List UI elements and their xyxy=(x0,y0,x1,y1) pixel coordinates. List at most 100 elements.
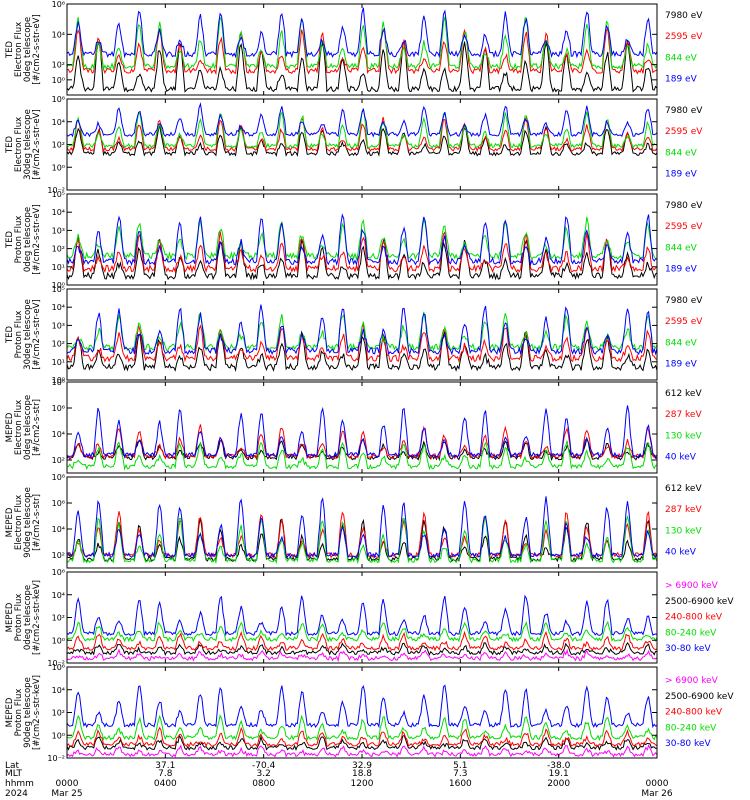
hhmm-label: 1600 xyxy=(449,779,472,789)
series-line-red xyxy=(66,424,658,460)
x-row-label: Lat xyxy=(5,761,20,771)
y-tick-label: 10² xyxy=(52,61,65,70)
y-tick-label: 10⁴ xyxy=(52,430,65,439)
legend-entry: 189 eV xyxy=(665,359,698,369)
series-line-red xyxy=(66,630,658,652)
y-axis-label-line: Electron Flux xyxy=(14,400,24,455)
series-line-blue xyxy=(66,213,658,267)
y-tick-label: 10⁶ xyxy=(52,663,65,672)
panel-7: 10⁻² 10⁰ 10² 10⁴ 10⁶ MEPEDProton Flux0deg tel… xyxy=(5,568,734,668)
legend-entry: 189 eV xyxy=(665,264,698,274)
y-tick-label: 10⁶ xyxy=(52,499,65,508)
y-tick-label: 10² xyxy=(52,614,65,623)
x-row-label: MLT xyxy=(5,769,23,779)
y-axis-label-line: TED xyxy=(5,230,15,249)
legend-entry: 287 keV xyxy=(665,410,702,420)
legend-entry: 844 eV xyxy=(665,338,698,348)
y-axis-label-line: TED xyxy=(5,135,15,154)
lat-label: -70.4 xyxy=(252,761,276,771)
series-line-blue xyxy=(66,7,658,59)
mlt-label: 3.2 xyxy=(257,769,271,779)
panel-6: 10² 10⁴ 10⁶ 10⁸ MEPEDElectron Flux90deg tele… xyxy=(5,473,702,569)
y-axis-label-line: TED xyxy=(5,325,15,344)
y-axis-label: TEDProton Flux0deg telescope[#/cm2-s-str… xyxy=(5,204,42,274)
mlt-label: 7.3 xyxy=(453,769,467,779)
legend-entry: > 6900 keV xyxy=(665,676,719,686)
lat-label: 32.9 xyxy=(352,761,372,771)
legend-entry: 240-800 keV xyxy=(665,613,723,623)
y-axis-label-line: Proton Flux xyxy=(14,311,24,359)
legend-entry: 2595 eV xyxy=(665,32,703,42)
series-line-black xyxy=(66,40,658,93)
y-tick-label: 10¹ xyxy=(52,263,65,272)
series-line-blue xyxy=(66,102,658,138)
legend-entry: 844 eV xyxy=(665,53,698,63)
legend-entry: 2595 eV xyxy=(665,317,703,327)
series-line-magenta xyxy=(66,648,658,663)
series-line-black xyxy=(66,517,658,563)
legend-entry: 2595 eV xyxy=(665,127,703,137)
y-tick-label: 10⁶ xyxy=(52,95,65,104)
y-tick-label: 10⁰ xyxy=(52,76,65,85)
legend-entry: 7980 eV xyxy=(665,11,703,21)
y-axis-label-line: [#/cm2-s-str-keV] xyxy=(32,675,42,750)
series-line-black xyxy=(66,236,658,281)
legend-entry: 7980 eV xyxy=(665,296,703,306)
y-tick-label: 10⁴ xyxy=(52,30,65,39)
y-axis-label-line: 30deg telescope xyxy=(23,299,33,370)
y-tick-label: 10² xyxy=(52,551,65,560)
legend-entry: 189 eV xyxy=(665,169,698,179)
panel-5: 10² 10⁴ 10⁶ 10⁸ MEPEDElectron Flux0deg teles… xyxy=(5,378,702,474)
y-tick-label: 10⁰ xyxy=(52,281,65,290)
y-axis-label-line: Proton Flux xyxy=(14,216,24,264)
mlt-label: 19.1 xyxy=(549,769,569,779)
y-axis-label: MEPEDElectron Flux90deg telescope[#/cm2-… xyxy=(5,487,42,558)
series-line-blue xyxy=(66,594,658,637)
y-tick-label: 10² xyxy=(52,245,65,254)
y-axis-label-line: [#/cm2-s-str-eV] xyxy=(32,299,42,369)
y-axis-label: TEDProton Flux30deg telescope[#/cm2-s-st… xyxy=(5,299,42,370)
y-axis-label: MEPEDProton Flux90deg telescope[#/cm2-s-… xyxy=(5,675,42,750)
y-tick-label: 10⁶ xyxy=(52,0,65,9)
y-tick-label: 10⁻² xyxy=(47,754,65,763)
y-axis-label-line: MEPED xyxy=(5,697,15,727)
series-line-green xyxy=(66,620,658,643)
series-line-green xyxy=(67,440,658,471)
legend-entry: 2500-6900 keV xyxy=(665,597,734,607)
y-axis-label-line: 0deg telescope xyxy=(23,17,33,82)
panel-3: 10⁰ 10¹ 10² 10³ 10⁴ 10⁵ TEDProton Flux0deg tel… xyxy=(5,190,703,290)
date-label: Mar 26 xyxy=(641,789,673,799)
y-tick-label: 10² xyxy=(52,141,65,150)
series-line-black xyxy=(66,641,658,657)
y-axis-label-line: [#/cm2-s-str-eV] xyxy=(32,14,42,84)
series-line-green xyxy=(66,515,658,565)
legend-entry: 287 keV xyxy=(665,505,702,515)
legend-entry: 844 eV xyxy=(665,243,698,253)
y-axis-label-line: 90deg telescope xyxy=(23,677,33,748)
lat-label: 37.1 xyxy=(155,761,175,771)
y-tick-label: 10⁴ xyxy=(52,686,65,695)
lat-label: 5.1 xyxy=(453,761,467,771)
hhmm-label: 0400 xyxy=(154,779,177,789)
y-axis-label-line: Electron Flux xyxy=(14,495,24,550)
legend-entry: 30-80 keV xyxy=(665,739,711,749)
legend-entry: 612 keV xyxy=(665,389,702,399)
y-tick-label: 10² xyxy=(52,340,65,349)
panel-8: 10⁻² 10⁰ 10² 10⁴ 10⁶ MEPEDProton Flux90deg te… xyxy=(5,663,734,763)
y-tick-label: 10⁰ xyxy=(52,163,65,172)
y-tick-label: 10⁵ xyxy=(52,285,65,294)
y-tick-label: 10⁶ xyxy=(52,404,65,413)
series-line-green xyxy=(66,714,658,741)
y-axis-label-line: Proton Flux xyxy=(14,689,24,737)
y-tick-label: 10² xyxy=(52,709,65,718)
y-axis-label-line: [#/cm2-s-str-eV] xyxy=(32,204,42,274)
panel-2: 10⁻² 10⁰ 10² 10⁴ 10⁶ TEDElectron Flux30deg te… xyxy=(5,95,703,195)
y-tick-label: 10⁻² xyxy=(47,186,65,195)
hhmm-label: 0000 xyxy=(646,779,669,789)
hhmm-label: 2000 xyxy=(547,779,570,789)
y-tick-label: 10⁸ xyxy=(52,378,65,387)
y-axis-label-line: 0deg telescope xyxy=(23,585,33,650)
series-line-black xyxy=(66,124,658,158)
